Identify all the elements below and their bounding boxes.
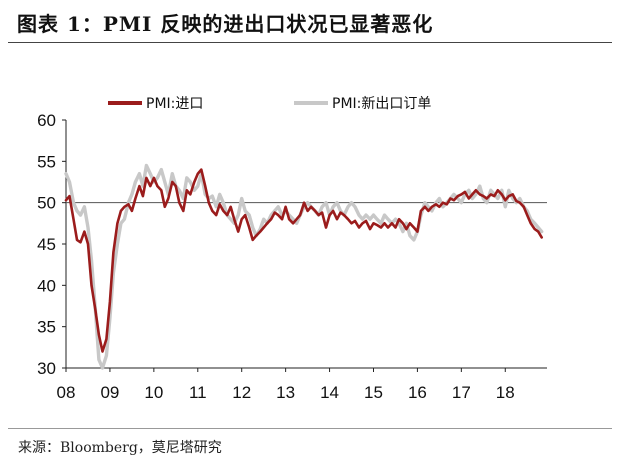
- legend-item-new-export-orders-label: PMI:新出口订单: [332, 96, 431, 112]
- y-tick-label: 40: [37, 276, 56, 295]
- x-tick-label: 08: [57, 383, 76, 402]
- chart-area: 30 35 40 45 50 55 60 08 09 10 11 12 13 14 15 16 17 18 PMI…: [0, 55, 620, 420]
- series-group: [64, 163, 544, 370]
- x-tick-label: 09: [100, 383, 119, 402]
- series-line-import: [64, 168, 543, 353]
- y-tick-label: 55: [37, 152, 56, 171]
- x-tick-label: 12: [232, 383, 251, 402]
- x-tick-label: 15: [364, 383, 383, 402]
- title-divider: [8, 42, 612, 43]
- x-tick-label: 14: [320, 383, 339, 402]
- source-note: 来源：Bloomberg，莫尼塔研究: [18, 440, 222, 456]
- x-tick-label: 11: [189, 383, 207, 402]
- y-tick-label: 50: [37, 194, 56, 213]
- x-tick-label: 16: [408, 383, 427, 402]
- legend-item-import-label: PMI:进口: [146, 96, 203, 112]
- line-chart: 30 35 40 45 50 55 60 08 09 10 11 12 13 14 15 16 17 18 PMI…: [37, 96, 547, 402]
- x-tick-label: 18: [496, 383, 515, 402]
- chart-title: 图表 1：PMI 反映的进出口状况已显著恶化: [17, 12, 434, 36]
- y-tick-label: 45: [37, 235, 56, 254]
- x-tick-label: 10: [144, 383, 163, 402]
- x-tick-label: 13: [276, 383, 295, 402]
- y-tick-label: 30: [37, 359, 56, 378]
- legend: PMI:进口 PMI:新出口订单: [108, 96, 431, 112]
- x-tick-label: 17: [452, 383, 471, 402]
- source-divider: [8, 428, 612, 429]
- y-tick-label: 60: [37, 111, 56, 130]
- y-tick-label: 35: [37, 318, 56, 337]
